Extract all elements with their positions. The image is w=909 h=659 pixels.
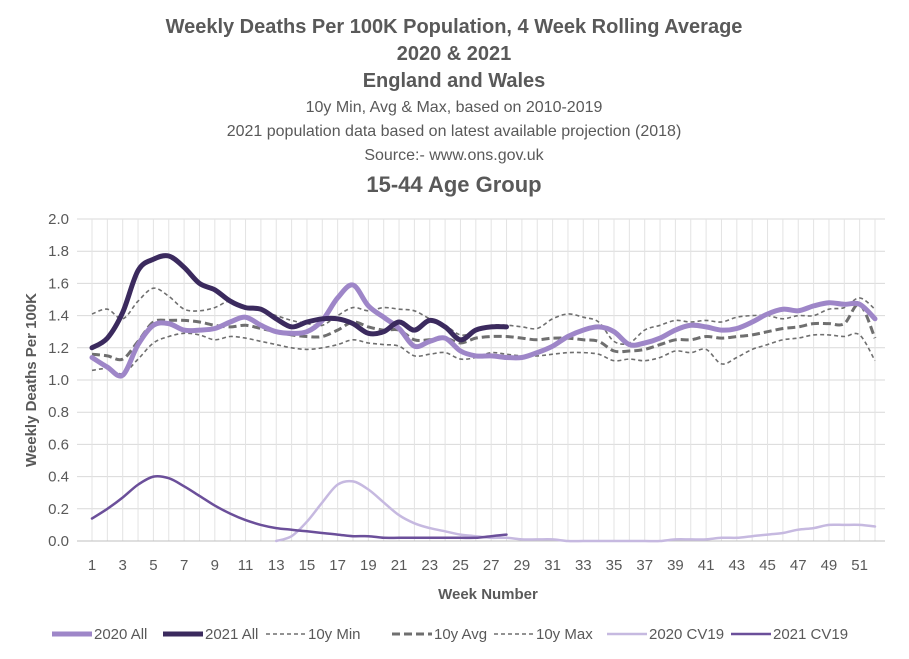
- y-tick-label: 1.6: [48, 275, 69, 292]
- x-tick-label: 9: [211, 557, 219, 574]
- chart-subtitle-source: Source:- www.ons.gov.uk: [364, 147, 544, 164]
- legend-label-2020-all: 2020 All: [94, 626, 147, 643]
- x-axis-ticks: 1 3 5 7 9 11 13 15 17 19 21 23 25 27 29 31 33 35 37 39 41 43 4…: [88, 557, 868, 574]
- y-tick-label: 0.6: [48, 436, 69, 453]
- x-tick-label: 23: [421, 557, 438, 574]
- chart-subtitle-population: 2021 population data based on latest ava…: [227, 123, 682, 140]
- plot-series: [89, 253, 878, 543]
- x-tick-label: 21: [391, 557, 408, 574]
- legend-label-10y-max: 10y Max: [536, 626, 593, 643]
- series-line-2021-all: [89, 253, 509, 351]
- chart-title-region: England and Wales: [363, 70, 546, 92]
- y-tick-label: 0.4: [48, 469, 69, 486]
- legend-label-2020-cv19: 2020 CV19: [649, 626, 724, 643]
- x-tick-label: 11: [238, 557, 254, 574]
- legend-label-2021-all: 2021 All: [205, 626, 258, 643]
- chart-subtitle-age-group: 15-44 Age Group: [366, 172, 541, 197]
- x-tick-label: 19: [360, 557, 377, 574]
- y-axis-label: Weekly Deaths Per 100K: [23, 293, 40, 467]
- x-tick-label: 49: [821, 557, 838, 574]
- x-tick-label: 29: [514, 557, 531, 574]
- x-tick-label: 13: [268, 557, 285, 574]
- chart-title-years: 2020 & 2021: [397, 43, 512, 65]
- chart-subtitle-baseline: 10y Min, Avg & Max, based on 2010-2019: [306, 99, 603, 116]
- legend-label-10y-avg: 10y Avg: [434, 626, 487, 643]
- y-tick-label: 1.2: [48, 340, 69, 357]
- x-tick-label: 37: [636, 557, 653, 574]
- y-tick-label: 0.0: [48, 533, 69, 550]
- x-tick-label: 41: [698, 557, 715, 574]
- y-tick-label: 1.8: [48, 243, 69, 260]
- y-tick-label: 1.0: [48, 372, 69, 389]
- y-tick-label: 0.8: [48, 404, 69, 421]
- x-tick-label: 25: [452, 557, 469, 574]
- x-axis-label: Week Number: [438, 586, 538, 603]
- y-tick-label: 1.4: [48, 308, 69, 325]
- x-tick-label: 39: [667, 557, 684, 574]
- legend: 2020 All 2021 All 10y Min 10y Avg 10y Max 202…: [52, 626, 848, 643]
- x-tick-label: 45: [759, 557, 776, 574]
- chart-title: Weekly Deaths Per 100K Population, 4 Wee…: [166, 16, 743, 38]
- legend-label-10y-min: 10y Min: [308, 626, 361, 643]
- x-tick-label: 7: [180, 557, 188, 574]
- x-tick-label: 5: [149, 557, 157, 574]
- x-tick-label: 27: [483, 557, 500, 574]
- series-line-2021-cv19: [90, 474, 508, 540]
- x-tick-label: 3: [119, 557, 127, 574]
- x-tick-label: 33: [575, 557, 592, 574]
- series-line-2020-cv19: [274, 479, 877, 543]
- y-tick-label: 0.2: [48, 501, 69, 518]
- x-tick-label: 43: [728, 557, 745, 574]
- x-tick-label: 47: [790, 557, 807, 574]
- x-tick-label: 51: [851, 557, 868, 574]
- series-line-2020-all: [89, 282, 878, 379]
- y-tick-label: 2.0: [48, 211, 69, 228]
- x-tick-label: 15: [299, 557, 316, 574]
- x-tick-label: 35: [606, 557, 623, 574]
- y-axis-ticks: 0.0 0.2 0.4 0.6 0.8 1.0 1.2 1.4 1.6 1.8 2.0: [48, 211, 69, 550]
- x-tick-label: 31: [544, 557, 561, 574]
- gridlines: [77, 218, 885, 542]
- x-tick-label: 1: [88, 557, 96, 574]
- x-tick-label: 17: [329, 557, 346, 574]
- legend-label-2021-cv19: 2021 CV19: [773, 626, 848, 643]
